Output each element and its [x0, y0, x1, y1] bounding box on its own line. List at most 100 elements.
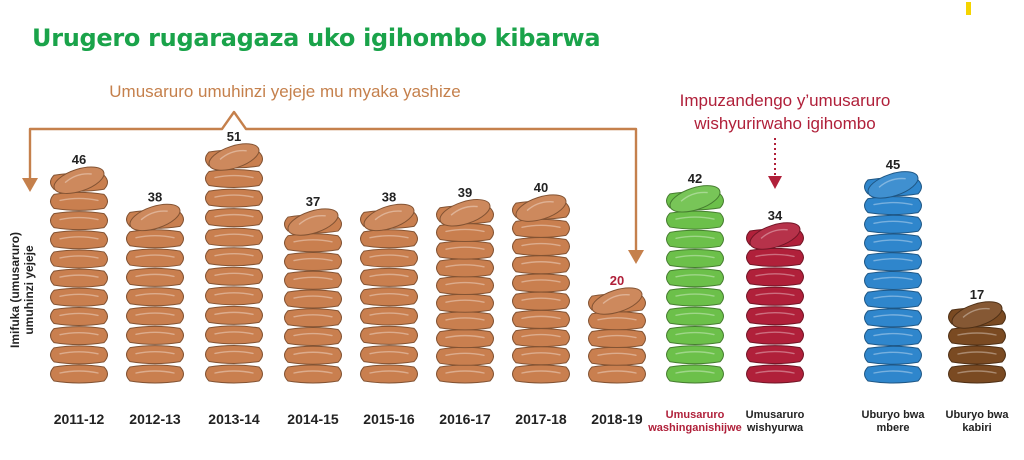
bag-highlight: [214, 292, 254, 296]
bag-highlight: [675, 235, 715, 240]
bag-stack: [864, 171, 922, 384]
avg-arrow-head: [768, 176, 782, 189]
bag-highlight: [873, 351, 913, 355]
bag: [126, 345, 184, 365]
bag: [512, 237, 570, 257]
bag-highlight: [873, 295, 913, 299]
bag: [588, 329, 646, 349]
bag: [360, 287, 418, 307]
bag: [436, 276, 494, 296]
bag-highlight: [135, 235, 175, 239]
bag-highlight: [369, 235, 409, 239]
bag-stack: [746, 222, 804, 384]
bag: [360, 267, 418, 287]
bag: [284, 327, 342, 347]
top-bag-highlight: [962, 307, 990, 318]
bag: [436, 258, 494, 278]
category-label: washinganishijwe: [647, 422, 742, 434]
bag-stack: [588, 287, 646, 384]
bag-highlight: [521, 279, 561, 283]
value-label: 51: [227, 129, 241, 144]
bag: [284, 308, 342, 328]
bag: [512, 273, 570, 293]
bag-highlight: [521, 242, 561, 247]
bag-highlight: [521, 333, 561, 338]
bag: [436, 346, 494, 366]
bag-highlight: [445, 317, 485, 321]
bag-highlight: [135, 350, 175, 355]
bag: [205, 325, 263, 345]
bag-highlight: [521, 261, 561, 265]
bag: [864, 214, 922, 234]
bag-highlight: [214, 213, 254, 218]
bag: [746, 364, 804, 384]
bag: [436, 222, 494, 242]
bag-highlight: [135, 370, 175, 374]
bag: [864, 252, 922, 272]
bag-stack: [512, 194, 570, 384]
bag: [284, 252, 342, 272]
bag-highlight: [293, 276, 333, 280]
bag-highlight: [873, 276, 913, 281]
bag-highlight: [369, 293, 409, 297]
bag: [284, 364, 342, 384]
bag: [205, 169, 263, 189]
value-label: 46: [72, 152, 86, 167]
bag-highlight: [755, 253, 795, 258]
bag: [588, 346, 646, 366]
bag: [746, 325, 804, 345]
bag-highlight: [755, 292, 795, 296]
bag-highlight: [293, 370, 333, 374]
bag: [864, 364, 922, 384]
bag-stack: [360, 203, 418, 384]
bag: [666, 306, 724, 326]
bag: [205, 364, 263, 384]
category-label: mbere: [876, 422, 909, 434]
bracket-line: [28, 110, 638, 252]
bag-highlight: [214, 233, 254, 237]
top-bag-highlight: [219, 149, 247, 160]
bag-highlight: [59, 255, 99, 259]
category-label: 2012-13: [129, 411, 181, 427]
annotation-avg: wishyurirwaho igihombo: [693, 114, 875, 133]
bag: [948, 326, 1006, 346]
bag-highlight: [445, 334, 485, 339]
annotation-avg: Impuzandengo y’umusaruro: [680, 91, 891, 110]
top-bag-highlight: [140, 210, 168, 221]
bag: [126, 325, 184, 345]
category-label: 2017-18: [515, 411, 567, 427]
bag: [50, 306, 108, 326]
bag-highlight: [135, 293, 175, 297]
bag: [205, 208, 263, 228]
bag-highlight: [214, 272, 254, 276]
bag: [666, 249, 724, 269]
bag: [284, 345, 342, 365]
bag: [284, 289, 342, 309]
category-label: wishyurwa: [746, 422, 804, 434]
bag: [746, 247, 804, 267]
value-label: 17: [970, 287, 984, 302]
top-bag-highlight: [760, 228, 788, 239]
bag-highlight: [445, 246, 485, 250]
bag: [948, 345, 1006, 365]
bag-highlight: [445, 370, 485, 374]
bag-highlight: [755, 350, 795, 355]
bag-highlight: [293, 314, 333, 318]
bag-highlight: [675, 216, 715, 220]
bag: [512, 328, 570, 348]
value-label: 20: [610, 273, 624, 288]
top-bag-highlight: [602, 293, 630, 305]
bag: [360, 364, 418, 384]
bag-highlight: [135, 273, 175, 278]
bag: [50, 326, 108, 346]
bag-highlight: [293, 332, 333, 337]
bag-highlight: [597, 334, 637, 339]
bag-stack: [50, 166, 108, 384]
bag: [205, 247, 263, 267]
bag: [746, 306, 804, 326]
bag: [666, 326, 724, 346]
bag-highlight: [957, 370, 997, 374]
bag: [50, 211, 108, 231]
bag-highlight: [445, 264, 485, 268]
